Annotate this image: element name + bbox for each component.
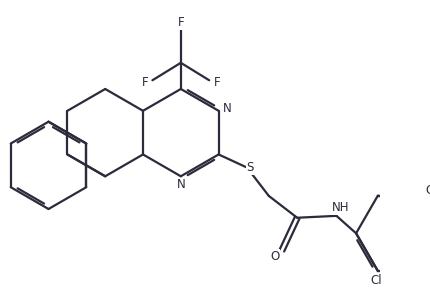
Text: N: N [177,178,186,191]
Text: S: S [246,161,254,174]
Text: F: F [213,76,220,89]
Text: Cl: Cl [370,274,382,287]
Text: Cl: Cl [425,185,430,197]
Text: NH: NH [332,201,349,214]
Text: O: O [270,250,280,263]
Text: F: F [141,76,148,89]
Text: F: F [178,16,184,29]
Text: N: N [223,102,231,115]
